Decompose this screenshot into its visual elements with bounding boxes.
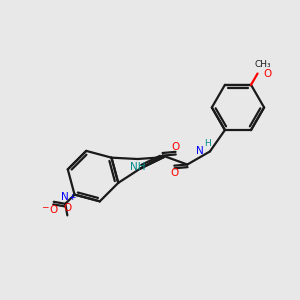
Text: NH: NH	[130, 162, 145, 172]
Text: −: −	[41, 202, 49, 211]
Text: +: +	[68, 193, 75, 202]
Text: N: N	[61, 192, 69, 202]
Text: N: N	[196, 146, 204, 157]
Text: O: O	[170, 168, 178, 178]
Text: O: O	[264, 68, 272, 79]
Text: O: O	[172, 142, 180, 152]
Text: CH₃: CH₃	[255, 59, 272, 68]
Text: O: O	[50, 205, 58, 215]
Text: H: H	[204, 140, 211, 148]
Text: O: O	[63, 203, 71, 213]
